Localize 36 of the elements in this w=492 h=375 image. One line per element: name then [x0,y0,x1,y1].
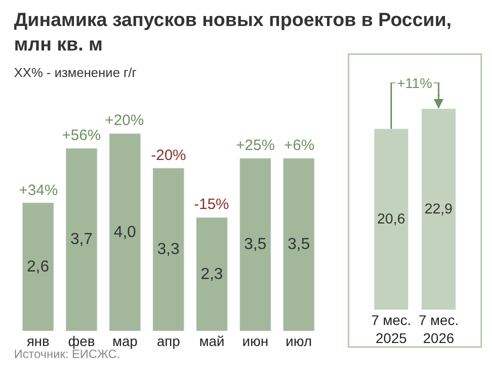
bar [239,158,272,332]
annotation: +25% [236,137,275,154]
x-tick-label: июн [242,333,268,350]
data-label: 3,5 [288,236,310,254]
data-label: 2,3 [200,266,224,283]
bar [152,168,184,332]
annotation: -20% [151,147,186,164]
bar [196,217,228,332]
x-tick-label: июл [286,333,312,350]
chart-subtitle: XX% - изменение г/г [14,65,137,80]
data-label: 22,9 [424,201,453,218]
annotation: -15% [194,196,230,213]
bar [22,202,54,332]
x-tick-label: 7 мес. 2025 [371,312,412,346]
data-label: 3,3 [157,241,180,258]
annotation: +11% [397,75,432,91]
x-tick-label: мар [112,333,138,350]
x-tick-label: 7 мес. 2026 [418,312,459,346]
annotation: +34% [19,182,58,199]
data-label: 3,5 [244,236,266,254]
bar [66,148,98,332]
bar [282,158,315,332]
data-label: 3,7 [70,231,93,248]
chart-title: Динамика запусков новых проектов в России, млн кв. м [14,10,452,56]
annotation: +20% [105,112,144,129]
x-tick-label: апр [156,333,180,350]
annotation: +56% [62,127,101,144]
annotation: +6% [284,137,314,154]
data-label: 20,6 [377,211,406,228]
x-tick-label: янв [26,333,50,350]
bar [109,133,141,332]
x-tick-label: май [199,333,224,350]
x-tick-label: фев [68,333,95,350]
data-label: 4,0 [114,224,136,241]
data-label: 2,6 [26,258,50,276]
text: Источник: ЕИСЖС. [14,347,120,361]
